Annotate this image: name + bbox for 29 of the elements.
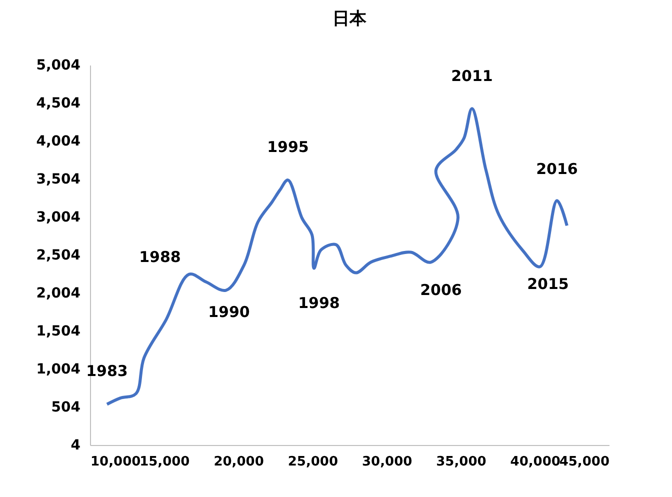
annotation: 1998: [298, 294, 340, 312]
x-tick-label: 15,000: [140, 454, 190, 470]
x-tick-label: 20,000: [214, 454, 264, 470]
x-tick-label: 35,000: [436, 454, 486, 470]
y-tick-label: 504: [51, 400, 81, 416]
y-tick-label: 3,504: [36, 172, 81, 188]
y-tick-label: 1,504: [36, 324, 81, 340]
chart-title: 日本: [332, 9, 368, 29]
x-tick-label: 10,000: [90, 454, 141, 470]
y-tick-label: 4: [70, 438, 81, 454]
annotation: 2011: [451, 67, 493, 86]
y-tick-label: 4,004: [36, 134, 81, 150]
annotation: 1995: [267, 138, 309, 156]
y-tick-label: 4,504: [36, 96, 81, 112]
annotation: 1988: [139, 248, 181, 266]
x-tick-label: 25,000: [288, 454, 338, 470]
y-tick-label: 5,004: [36, 58, 81, 74]
y-tick-label: 3,004: [36, 210, 81, 226]
annotation: 1990: [208, 303, 250, 322]
x-tick-label: 30,000: [362, 454, 412, 470]
y-tick-label: 1,004: [36, 362, 81, 378]
annotation: 2006: [420, 280, 462, 299]
y-tick-label: 2,004: [36, 286, 81, 302]
x-tick-label: 40,000: [510, 454, 560, 470]
annotation: 1983: [86, 362, 128, 380]
annotation: 2016: [536, 160, 578, 178]
x-tick-label: 45,000: [559, 454, 610, 470]
annotation: 2015: [527, 275, 569, 294]
y-tick-label: 2,504: [36, 248, 81, 264]
